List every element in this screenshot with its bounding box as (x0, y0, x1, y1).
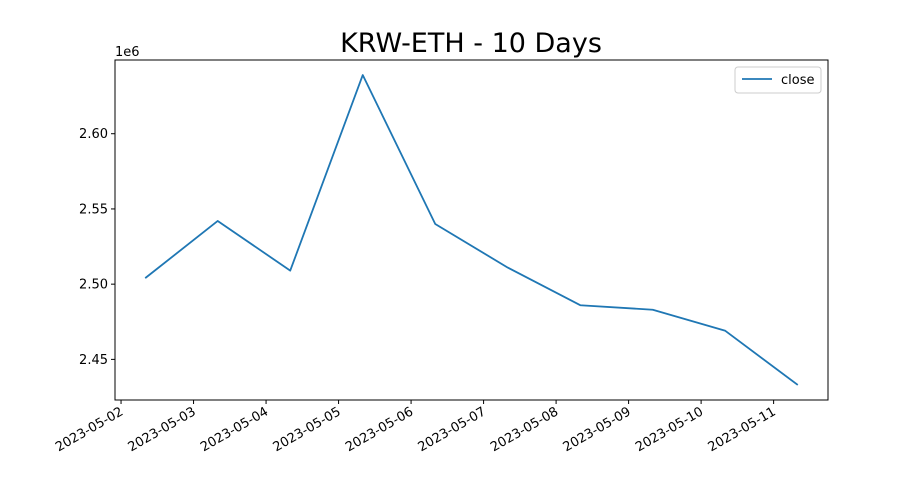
series-line-close (144, 74, 799, 386)
y-offset-label: 1e6 (115, 45, 140, 60)
y-tick-label: 2.45 (79, 353, 108, 368)
x-tick-label: 2023-05-07 (416, 404, 489, 455)
plot-area (115, 60, 828, 400)
legend-label-close: close (781, 73, 814, 88)
y-tick-label: 2.60 (79, 127, 108, 142)
x-tick-label: 2023-05-10 (633, 404, 706, 455)
x-tick-label: 2023-05-03 (126, 404, 199, 455)
plot-frame (114, 59, 829, 401)
chart-title: KRW-ETH - 10 Days (340, 28, 602, 59)
y-tick-label: 2.55 (79, 202, 108, 217)
x-tick-label: 2023-05-04 (198, 404, 271, 455)
x-tick-label: 2023-05-09 (561, 404, 634, 455)
series-layer (144, 74, 799, 386)
x-tick-label: 2023-05-02 (53, 404, 126, 455)
x-tick-label: 2023-05-05 (271, 404, 344, 455)
x-tick-label: 2023-05-08 (488, 404, 561, 455)
y-tick-label: 2.50 (79, 278, 108, 293)
legend-box (734, 66, 822, 94)
x-tick-label: 2023-05-11 (706, 404, 779, 455)
x-tick-label: 2023-05-06 (343, 404, 416, 455)
y-axis: 2.45 2.50 2.55 2.60 (79, 127, 115, 368)
legend: close (734, 66, 822, 94)
x-axis: 2023-05-02 2023-05-03 2023-05-04 2023-05-05… (53, 400, 779, 455)
